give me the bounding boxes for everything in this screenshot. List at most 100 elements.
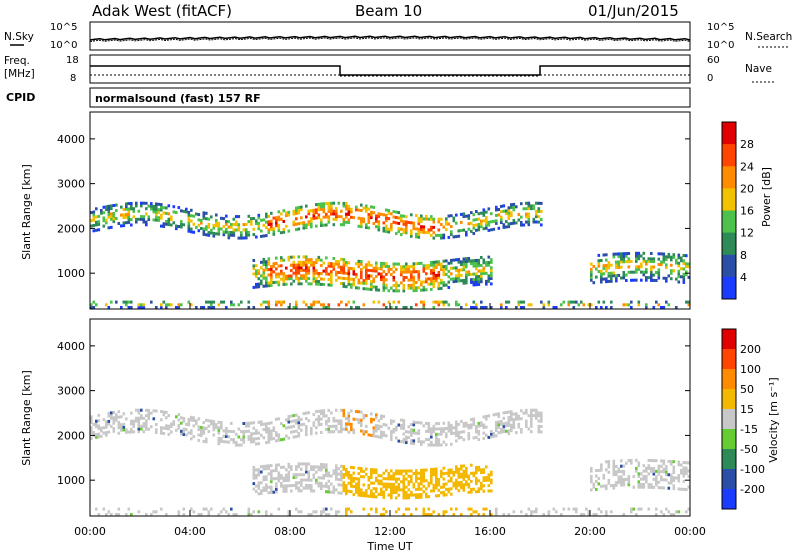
heatmap-cell (280, 484, 283, 488)
heatmap-cell (295, 271, 298, 275)
heatmap-cell (617, 260, 621, 264)
heatmap-cell (617, 467, 621, 471)
heatmap-cell (412, 442, 416, 446)
heatmap-cell (500, 210, 503, 214)
heatmap-cell (182, 427, 186, 431)
heatmap-cell (255, 282, 258, 286)
heatmap-cell (437, 273, 441, 277)
heatmap-cell (472, 510, 476, 514)
heatmap-cell (230, 438, 233, 441)
heatmap-cell (435, 467, 438, 471)
heatmap-cell (107, 204, 111, 208)
heatmap-cell (305, 483, 308, 487)
heatmap-cell (335, 469, 338, 473)
heatmap-cell (405, 469, 408, 473)
heatmap-cell (482, 306, 486, 309)
heatmap-cell (320, 207, 323, 211)
heatmap-cell (442, 472, 446, 476)
heatmap-cell (362, 432, 366, 436)
heatmap-cell (265, 467, 268, 471)
heatmap-cell (307, 223, 311, 226)
heatmap-cell (652, 265, 656, 269)
heatmap-cell (147, 408, 151, 412)
heatmap-cell (300, 276, 303, 280)
heatmap-cell (622, 271, 626, 274)
heatmap-cell (197, 218, 201, 222)
heatmap-cell (620, 483, 623, 487)
heatmap-cell (465, 472, 468, 476)
heatmap-cell (415, 493, 418, 497)
heatmap-cell (367, 494, 371, 498)
heatmap-cell (470, 463, 473, 467)
heatmap-cell (440, 443, 443, 447)
heatmap-cell (135, 419, 138, 423)
heatmap-cell (450, 432, 453, 435)
heatmap-cell (287, 415, 291, 419)
heatmap-cell (572, 300, 576, 304)
heatmap-cell (525, 220, 528, 224)
heatmap-cell (280, 264, 283, 268)
heatmap-cell (220, 421, 223, 425)
heatmap-cell (382, 229, 386, 233)
heatmap-cell (235, 215, 238, 219)
heatmap-cell (302, 255, 306, 259)
heatmap-cell (422, 303, 426, 307)
heatmap-cell (382, 495, 386, 499)
heatmap-cell (270, 437, 273, 441)
heatmap-cell (340, 475, 343, 479)
heatmap-cell (312, 489, 316, 493)
heatmap-cell (140, 201, 143, 205)
colorbar-tick-label: -200 (740, 483, 765, 496)
heatmap-cell (247, 421, 251, 425)
heatmap-cell (417, 482, 421, 486)
heatmap-cell (687, 300, 691, 304)
heatmap-cell (487, 489, 491, 493)
heatmap-cell (372, 205, 376, 209)
heatmap-cell (505, 300, 508, 304)
heatmap-cell (472, 272, 476, 276)
heatmap-cell (540, 430, 543, 434)
heatmap-cell (645, 276, 648, 280)
heatmap-cell (432, 279, 436, 283)
heatmap-cell (495, 428, 498, 432)
heatmap-cell (475, 303, 478, 307)
heatmap-cell (207, 306, 211, 309)
heatmap-cell (435, 233, 438, 237)
heatmap-cell (512, 205, 516, 209)
heatmap-cell (297, 268, 301, 272)
heatmap-cell (597, 300, 601, 304)
heatmap-cell (322, 202, 326, 206)
heatmap-cell (250, 437, 253, 441)
heatmap-cell (455, 258, 458, 262)
heatmap-cell (457, 276, 461, 280)
heatmap-cell (305, 258, 308, 262)
heatmap-cell (422, 440, 426, 444)
heatmap-cell (482, 484, 486, 488)
heatmap-cell (465, 466, 468, 470)
heatmap-cell (265, 281, 268, 285)
heatmap-cell (292, 212, 296, 216)
heatmap-cell (160, 410, 163, 414)
heatmap-cell (277, 438, 281, 442)
heatmap-cell (117, 431, 121, 435)
heatmap-cell (405, 430, 408, 434)
heatmap-cell (380, 272, 383, 276)
heatmap-cell (272, 437, 276, 441)
heatmap-cell (312, 510, 316, 514)
heatmap-cell (415, 270, 418, 274)
heatmap-cell (227, 429, 231, 433)
heatmap-cell (447, 479, 451, 483)
heatmap-cell (365, 424, 368, 428)
heatmap-cell (195, 306, 198, 309)
heatmap-cell (350, 479, 353, 483)
heatmap-cell (95, 207, 98, 211)
heatmap-cell (455, 303, 458, 307)
heatmap-cell (467, 216, 471, 220)
heatmap-cell (135, 220, 138, 224)
heatmap-cell (150, 411, 153, 415)
heatmap-cell (387, 230, 391, 234)
heatmap-cell (645, 268, 648, 271)
heatmap-cell (402, 220, 406, 224)
heatmap-cell (290, 425, 293, 429)
heatmap-cell (130, 218, 133, 222)
